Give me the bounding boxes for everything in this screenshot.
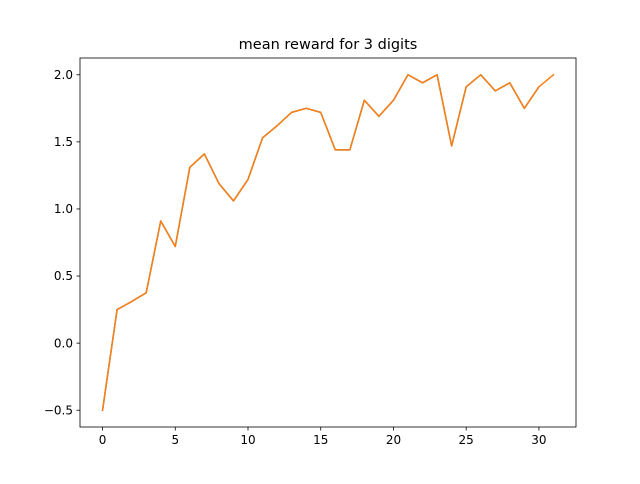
x-tick-label: 5	[171, 433, 179, 447]
x-tick-label: 30	[531, 433, 546, 447]
y-tick-label: 0.0	[54, 336, 73, 350]
y-tick-label: 0.5	[54, 269, 73, 283]
y-tick-label: 2.0	[54, 68, 73, 82]
series-layer	[101, 73, 555, 412]
x-tick-label: 0	[99, 433, 107, 447]
y-tick-label: 1.0	[54, 202, 73, 216]
y-tick-label: −0.5	[44, 403, 73, 417]
series-line-1	[101, 74, 540, 412]
x-tick-label: 25	[459, 433, 474, 447]
x-tick-label: 15	[313, 433, 328, 447]
axes-frame	[79, 57, 577, 428]
chart-title: mean reward for 3 digits	[239, 37, 418, 53]
y-tick-label: 1.5	[54, 135, 73, 149]
series-line-2	[101, 73, 555, 412]
x-tick-label: 10	[240, 433, 255, 447]
x-tick-label: 20	[386, 433, 401, 447]
axes-layer: 0 5 10 15 20 25 30 −0.5 0.0 0.5 1.0 1.5 2.0	[44, 57, 577, 447]
